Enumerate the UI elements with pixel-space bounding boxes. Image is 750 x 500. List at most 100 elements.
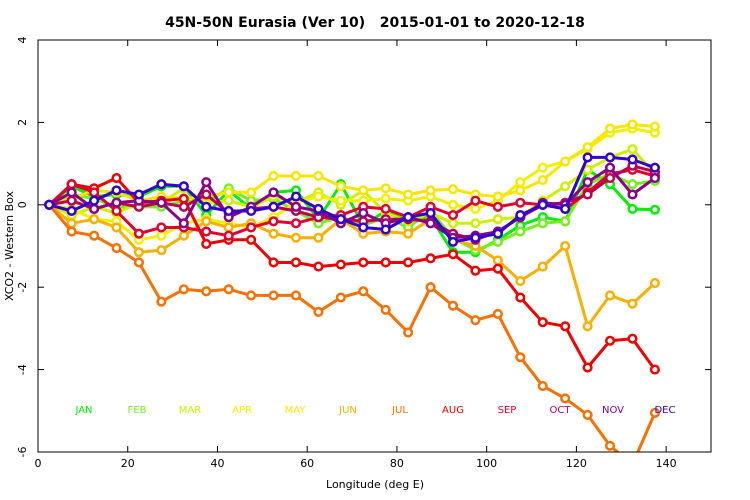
data-point	[201, 216, 212, 227]
data-point	[313, 191, 324, 202]
data-point	[515, 197, 526, 208]
axis-ticks: 0 20 40 60 80 100 120 140 -6 -4 -2 0 2 4	[16, 37, 711, 470]
data-point	[89, 187, 100, 198]
legend-entry-dec: DEC	[654, 405, 675, 416]
data-point	[582, 142, 593, 153]
data-point	[470, 203, 481, 214]
data-point	[335, 181, 346, 192]
data-point	[246, 222, 257, 233]
data-point	[492, 191, 503, 202]
data-point	[582, 189, 593, 200]
data-point	[246, 290, 257, 301]
data-point	[111, 197, 122, 208]
data-point	[470, 315, 481, 326]
data-point	[201, 189, 212, 200]
data-point	[605, 440, 616, 451]
series-line-apr	[48, 127, 656, 242]
data-point	[560, 203, 571, 214]
data-point	[560, 181, 571, 192]
data-point	[133, 247, 144, 258]
data-point	[537, 175, 548, 186]
data-point	[358, 257, 369, 268]
series-line-dec	[48, 155, 656, 244]
legend-entry-oct: OCT	[550, 405, 572, 416]
data-point	[178, 193, 189, 204]
data-point	[178, 284, 189, 295]
data-point	[582, 409, 593, 420]
data-point	[627, 203, 638, 214]
data-point	[133, 189, 144, 200]
data-point	[223, 230, 234, 241]
data-point	[560, 321, 571, 332]
data-point	[268, 201, 279, 212]
data-point	[313, 261, 324, 272]
data-point	[133, 228, 144, 239]
data-point	[268, 170, 279, 182]
data-point	[470, 218, 481, 229]
legend-entry-apr: APR	[232, 405, 252, 416]
data-point	[515, 226, 526, 237]
data-point	[649, 204, 660, 215]
data-point	[515, 292, 526, 303]
data-point	[223, 187, 234, 198]
data-point	[627, 189, 638, 200]
data-point	[627, 154, 638, 165]
data-point	[492, 236, 503, 247]
y-tick-label: -2	[16, 282, 29, 293]
data-point	[649, 407, 660, 418]
data-point	[335, 292, 346, 303]
data-point	[290, 218, 302, 229]
series-line-jul	[48, 203, 657, 452]
data-point	[380, 257, 391, 268]
series-layer	[44, 119, 660, 469]
data-point	[492, 308, 503, 320]
data-point	[403, 327, 414, 338]
data-point	[290, 201, 302, 212]
data-point	[290, 290, 302, 301]
data-point	[515, 185, 526, 196]
data-point	[605, 335, 616, 346]
data-point	[492, 228, 503, 239]
data-point	[89, 195, 100, 206]
data-point	[425, 207, 436, 219]
legend-entry-jun: JUN	[338, 405, 357, 416]
data-point	[492, 263, 503, 274]
data-point	[380, 304, 391, 315]
data-point	[268, 290, 279, 301]
data-point	[537, 261, 548, 272]
data-point	[201, 226, 212, 237]
data-point	[629, 461, 637, 469]
data-point	[111, 172, 122, 184]
data-point	[66, 179, 77, 190]
data-point	[313, 232, 324, 243]
data-point	[246, 234, 257, 245]
chart-title: 45N-50N Eurasia (Ver 10) 2015-01-01 to 2…	[165, 15, 585, 31]
data-point	[470, 265, 481, 276]
data-point	[627, 333, 638, 344]
data-point	[178, 201, 189, 212]
data-point	[156, 230, 167, 241]
data-point	[156, 179, 167, 190]
data-point	[335, 259, 346, 270]
data-point	[560, 216, 571, 227]
data-point	[201, 286, 212, 297]
data-point	[537, 317, 548, 328]
y-tick-label: -4	[16, 364, 29, 375]
data-point	[447, 199, 459, 210]
data-point	[447, 300, 459, 311]
data-point	[223, 222, 234, 233]
data-point	[268, 187, 279, 198]
data-point	[447, 210, 459, 221]
legend-entry-jan: JAN	[74, 405, 92, 416]
data-point	[358, 286, 369, 297]
data-point	[111, 185, 122, 196]
data-point	[582, 177, 593, 188]
data-point	[380, 203, 391, 214]
data-point	[627, 144, 638, 155]
legend-entry-jul: JUL	[391, 405, 408, 416]
data-point	[403, 257, 414, 268]
data-point	[425, 282, 436, 293]
series-line-nov	[48, 166, 656, 240]
x-tick-label: 20	[121, 457, 135, 470]
